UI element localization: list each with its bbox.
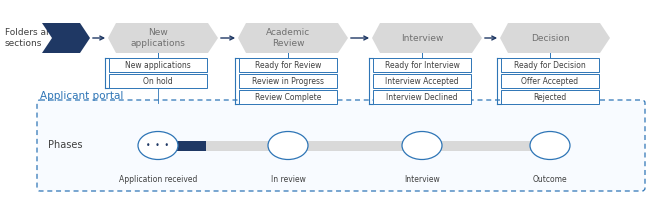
Text: Interview: Interview bbox=[401, 33, 443, 43]
Text: Interview Accepted: Interview Accepted bbox=[385, 76, 459, 86]
FancyBboxPatch shape bbox=[373, 74, 471, 88]
FancyBboxPatch shape bbox=[373, 90, 471, 104]
Text: Folders and
sections: Folders and sections bbox=[5, 28, 57, 48]
FancyBboxPatch shape bbox=[158, 141, 206, 150]
Polygon shape bbox=[238, 23, 348, 53]
Text: On hold: On hold bbox=[143, 76, 173, 86]
FancyBboxPatch shape bbox=[37, 100, 645, 191]
FancyBboxPatch shape bbox=[501, 90, 599, 104]
Polygon shape bbox=[372, 23, 482, 53]
Polygon shape bbox=[108, 23, 218, 53]
Text: New applications: New applications bbox=[125, 61, 191, 69]
FancyBboxPatch shape bbox=[239, 58, 337, 72]
Text: Review Complete: Review Complete bbox=[255, 92, 321, 102]
FancyBboxPatch shape bbox=[109, 74, 207, 88]
Text: Academic
Review: Academic Review bbox=[266, 28, 310, 48]
Ellipse shape bbox=[138, 131, 178, 160]
Ellipse shape bbox=[530, 131, 570, 160]
Text: Ready for Review: Ready for Review bbox=[255, 61, 321, 69]
Text: Phases: Phases bbox=[48, 141, 83, 150]
FancyBboxPatch shape bbox=[373, 58, 471, 72]
FancyBboxPatch shape bbox=[158, 141, 550, 150]
Polygon shape bbox=[42, 23, 90, 53]
Polygon shape bbox=[500, 23, 610, 53]
Text: Offer Accepted: Offer Accepted bbox=[522, 76, 578, 86]
Text: Review in Progress: Review in Progress bbox=[252, 76, 324, 86]
Text: Interview Declined: Interview Declined bbox=[386, 92, 458, 102]
Text: New
applications: New applications bbox=[130, 28, 185, 48]
FancyBboxPatch shape bbox=[501, 58, 599, 72]
Text: Decision: Decision bbox=[531, 33, 569, 43]
FancyBboxPatch shape bbox=[239, 90, 337, 104]
Ellipse shape bbox=[268, 131, 308, 160]
Text: Applicant portal: Applicant portal bbox=[40, 91, 123, 101]
Text: Interview: Interview bbox=[404, 175, 440, 184]
FancyBboxPatch shape bbox=[109, 58, 207, 72]
Text: Application received: Application received bbox=[119, 175, 197, 184]
Ellipse shape bbox=[402, 131, 442, 160]
Text: Ready for Interview: Ready for Interview bbox=[385, 61, 460, 69]
Text: In review: In review bbox=[271, 175, 305, 184]
Text: Outcome: Outcome bbox=[533, 175, 567, 184]
Text: Ready for Decision: Ready for Decision bbox=[514, 61, 586, 69]
Text: •  •  •: • • • bbox=[147, 141, 170, 150]
FancyBboxPatch shape bbox=[501, 74, 599, 88]
Text: Rejected: Rejected bbox=[533, 92, 567, 102]
FancyBboxPatch shape bbox=[239, 74, 337, 88]
